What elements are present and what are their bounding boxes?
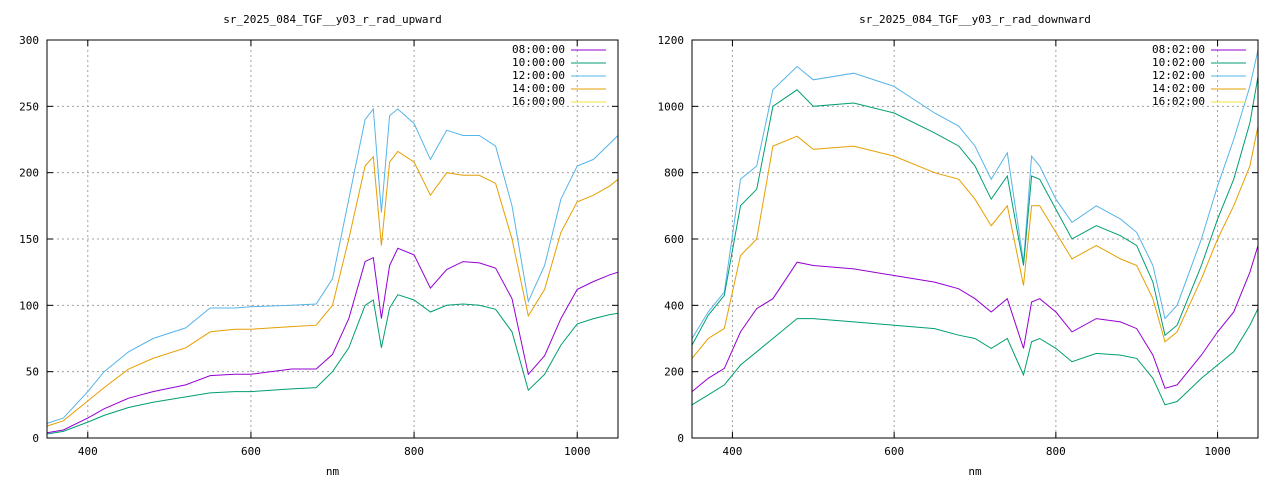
- x-tick-label: 800: [404, 445, 424, 458]
- legend-label: 12:02:00: [1152, 69, 1205, 82]
- x-tick-label: 600: [241, 445, 261, 458]
- legend-label: 14:02:00: [1152, 82, 1205, 95]
- legend-label: 14:00:00: [512, 82, 565, 95]
- legend-label: 08:02:00: [1152, 43, 1205, 56]
- upward-radiance-plot: sr_2025_084_TGF__y03_r_rad_upward 400 600 8…: [19, 13, 619, 478]
- y-tick-label: 50: [26, 366, 39, 379]
- y-tick-label: 100: [19, 299, 39, 312]
- downward-radiance-plot: sr_2025_084_TGF__y03_r_rad_downward 400 60…: [658, 13, 1259, 478]
- series-line-0: [691, 245, 1259, 392]
- legend-label: 08:00:00: [512, 43, 565, 56]
- chart-title: sr_2025_084_TGF__y03_r_rad_upward: [223, 13, 442, 26]
- downward-radiance-chart: sr_2025_084_TGF__y03_r_rad_downward 400 60…: [640, 0, 1280, 480]
- upward-radiance-chart: sr_2025_084_TGF__y03_r_rad_upward 400 600 8…: [19, 13, 619, 478]
- y-tick-label: 0: [32, 432, 39, 445]
- x-tick-label: 400: [78, 445, 98, 458]
- series-line-1: [46, 294, 619, 435]
- series-line-1: [691, 308, 1259, 406]
- y-tick-label: 200: [19, 167, 39, 180]
- series-line-3: [691, 126, 1259, 359]
- x-tick-label: 400: [722, 445, 742, 458]
- x-tick-label: 600: [884, 445, 904, 458]
- y-tick-label: 150: [19, 233, 39, 246]
- x-axis-label: nm: [968, 465, 982, 478]
- y-tick-label: 400: [664, 299, 684, 312]
- y-tick-label: 1200: [658, 34, 685, 47]
- y-tick-label: 600: [664, 233, 684, 246]
- x-tick-label: 1000: [1204, 445, 1231, 458]
- y-tick-label: 250: [19, 100, 39, 113]
- x-axis-label: nm: [326, 465, 340, 478]
- legend-label: 16:02:00: [1152, 95, 1205, 108]
- y-tick-label: 0: [677, 432, 684, 445]
- x-tick-label: 800: [1046, 445, 1066, 458]
- x-tick-label: 1000: [564, 445, 591, 458]
- series-line-0: [46, 247, 619, 434]
- legend-label: 10:00:00: [512, 56, 565, 69]
- legend-label: 12:00:00: [512, 69, 565, 82]
- series-line-2: [46, 107, 619, 424]
- series-line-3: [46, 150, 619, 427]
- legend-label: 16:00:00: [512, 95, 565, 108]
- y-tick-label: 300: [19, 34, 39, 47]
- y-tick-label: 200: [664, 366, 684, 379]
- y-tick-label: 1000: [658, 100, 685, 113]
- chart-title: sr_2025_084_TGF__y03_r_rad_downward: [859, 13, 1091, 26]
- legend-label: 10:02:00: [1152, 56, 1205, 69]
- y-tick-label: 800: [664, 167, 684, 180]
- series-line-5: [691, 76, 1259, 346]
